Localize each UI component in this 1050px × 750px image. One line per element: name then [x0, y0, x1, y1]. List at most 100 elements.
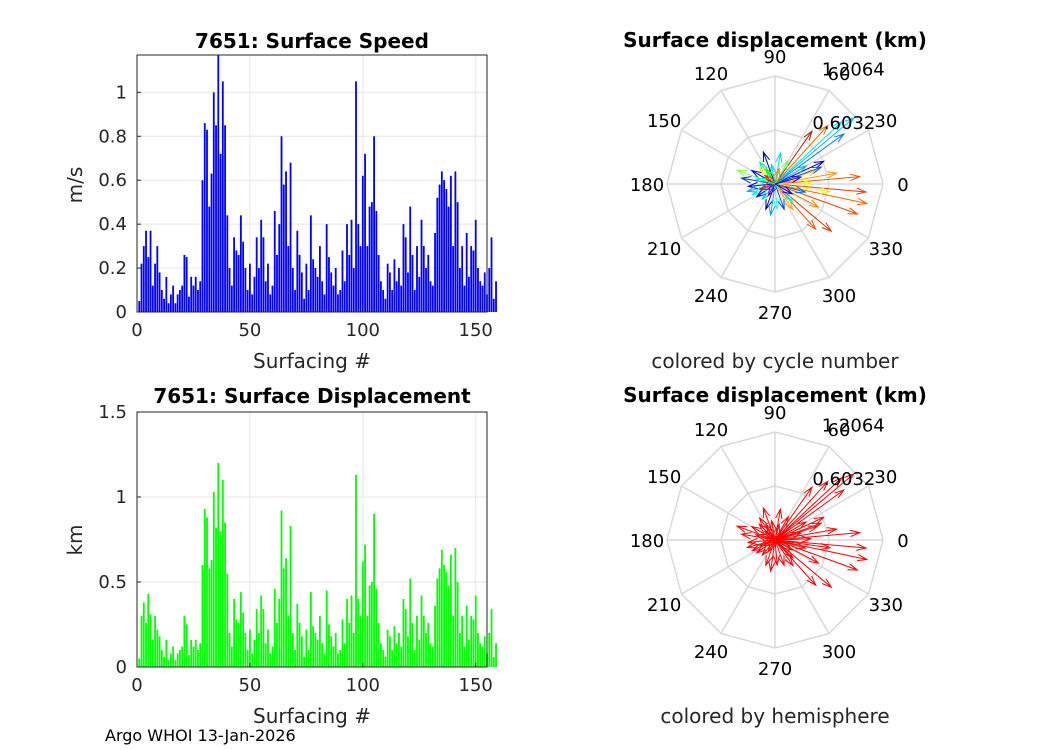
- x-tick-label: 150: [459, 675, 493, 696]
- bar: [459, 268, 461, 312]
- bar: [323, 653, 326, 667]
- angle-label: 120: [694, 64, 728, 85]
- vector-arrowhead: [808, 555, 820, 564]
- bar: [210, 173, 213, 312]
- bar: [233, 237, 235, 312]
- bar: [420, 595, 423, 667]
- bar: [271, 285, 274, 312]
- displacement-vector: [774, 183, 831, 193]
- bar: [447, 206, 450, 312]
- bar: [264, 281, 267, 312]
- bar: [221, 81, 224, 312]
- bar: [325, 224, 328, 312]
- bar: [280, 510, 283, 667]
- bar: [465, 232, 468, 312]
- bar: [456, 202, 459, 312]
- vector-arrowhead: [849, 173, 862, 182]
- bar: [167, 303, 170, 312]
- angle-label: 270: [758, 659, 792, 680]
- vector-arrowhead: [782, 542, 794, 551]
- vector-arrowhead: [856, 543, 868, 551]
- displacement-vector: [765, 183, 776, 210]
- bar: [291, 633, 294, 667]
- vector-arrowhead: [801, 179, 813, 187]
- bar: [192, 285, 195, 312]
- y-tick-label: 1.5: [98, 402, 127, 423]
- vector-arrowhead: [784, 555, 794, 567]
- bar: [465, 605, 468, 667]
- bar: [224, 522, 226, 667]
- bar: [425, 268, 427, 312]
- bar: [477, 268, 479, 312]
- bar: [454, 171, 457, 312]
- bar: [215, 527, 217, 667]
- vector-arrowhead: [795, 542, 807, 550]
- bar: [147, 593, 150, 667]
- bar: [366, 246, 369, 312]
- bar: [251, 653, 254, 667]
- bar: [436, 578, 439, 667]
- bar: [163, 656, 165, 667]
- vector-arrowhead: [754, 533, 766, 541]
- bar: [431, 646, 434, 667]
- bar: [463, 285, 466, 312]
- vector-arrowhead: [758, 538, 770, 547]
- bar: [445, 571, 448, 667]
- bar: [199, 643, 202, 667]
- polar-hemisphere-chart: Surface displacement (km) colored by hem…: [623, 383, 927, 728]
- bar: [260, 219, 263, 312]
- bar: [350, 219, 353, 312]
- bar: [474, 219, 477, 312]
- bar: [483, 636, 486, 667]
- bar: [174, 303, 177, 312]
- vector-arrowhead: [754, 177, 766, 185]
- displacement-vector: [774, 183, 778, 210]
- bar: [443, 180, 445, 312]
- angle-label: 60: [828, 64, 851, 85]
- vector-arrowhead: [735, 169, 748, 177]
- bar: [244, 268, 247, 312]
- bar: [364, 544, 366, 667]
- displacement-vector: [774, 130, 813, 185]
- vector-arrowhead: [818, 480, 829, 491]
- vector-arrowhead: [796, 521, 808, 530]
- bar: [440, 549, 443, 667]
- displacement-vector: [774, 168, 780, 185]
- bar: [181, 285, 184, 312]
- bar: [382, 290, 385, 312]
- vector-arrowhead: [783, 548, 794, 559]
- displacement-vector: [774, 172, 837, 185]
- bar: [470, 616, 473, 667]
- bar: [427, 254, 430, 312]
- displacement-vector: [748, 539, 776, 543]
- displacement-vector: [765, 524, 776, 541]
- radius-label: 0.6032: [812, 469, 875, 490]
- vector-arrowhead: [796, 165, 808, 174]
- vector-arrowhead: [821, 222, 833, 233]
- vector-arrowhead: [826, 527, 839, 535]
- bar: [156, 246, 159, 312]
- vector-arrowhead: [739, 176, 752, 184]
- bar: [409, 206, 412, 312]
- y-tick-label: 1: [116, 82, 127, 103]
- bar: [169, 653, 172, 667]
- bar: [300, 636, 303, 667]
- bar: [246, 650, 249, 667]
- bar: [319, 616, 321, 667]
- bar: [346, 224, 348, 312]
- bar: [296, 230, 299, 312]
- bar: [149, 614, 152, 667]
- y-tick-label: 0: [116, 302, 127, 323]
- bar: [429, 643, 432, 667]
- bar: [422, 616, 425, 667]
- bar: [391, 290, 394, 312]
- bar: [151, 639, 154, 667]
- bar: [291, 268, 294, 312]
- bar: [176, 294, 179, 312]
- angle-label: 90: [764, 47, 787, 68]
- displacement-vector: [774, 183, 794, 203]
- bar: [359, 246, 362, 312]
- vector-arrowhead: [856, 187, 868, 195]
- angle-label: 120: [694, 420, 728, 441]
